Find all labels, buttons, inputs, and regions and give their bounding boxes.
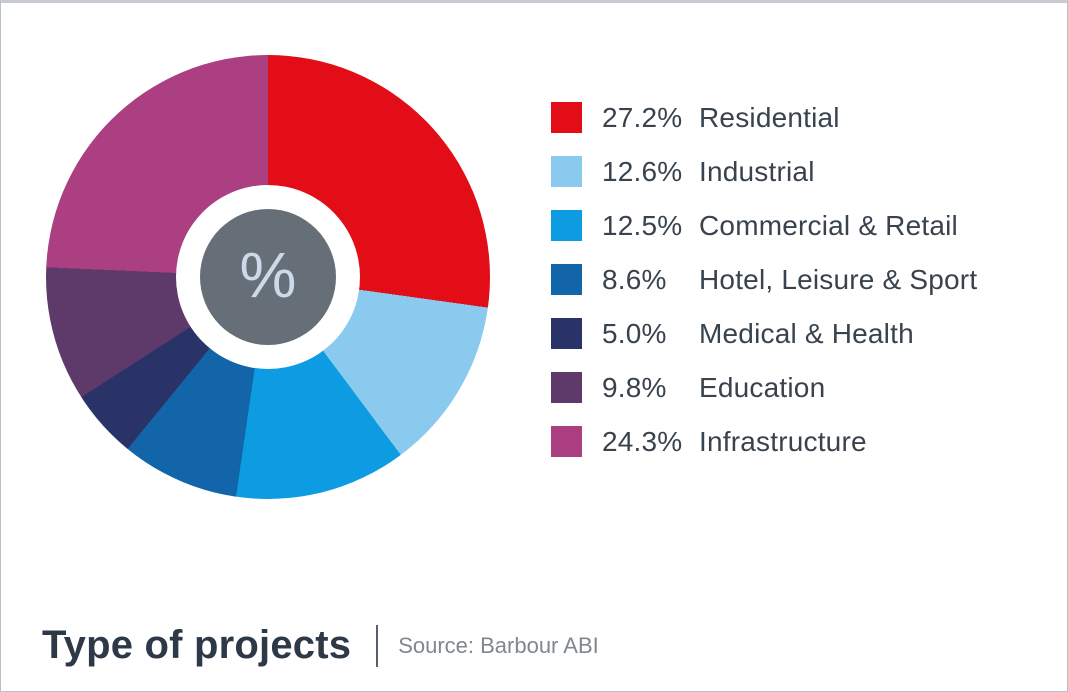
source-text: Source: Barbour ABI — [398, 632, 599, 658]
legend-item: 27.2% Residential — [551, 102, 977, 133]
legend-swatch — [551, 156, 582, 187]
legend-percent: 9.8% — [602, 371, 667, 403]
legend-percent: 12.6% — [602, 155, 683, 187]
legend-label: Industrial — [699, 155, 815, 187]
legend-label: Commercial & Retail — [699, 209, 958, 241]
legend-swatch — [551, 264, 582, 295]
donut-chart: % — [46, 55, 490, 499]
legend-percent: 12.5% — [602, 209, 683, 241]
legend-percent: 5.0% — [602, 317, 667, 349]
legend-item: 8.6% Hotel, Leisure & Sport — [551, 264, 977, 295]
legend-swatch — [551, 372, 582, 403]
legend-item: 9.8% Education — [551, 372, 977, 403]
legend-label: Hotel, Leisure & Sport — [699, 263, 978, 295]
legend-swatch — [551, 102, 582, 133]
footer: Type of projects Source: Barbour ABI — [42, 623, 599, 668]
donut-center-badge: % — [200, 209, 336, 345]
legend: 27.2% Residential 12.6% Industrial 12.5% Comm… — [551, 102, 977, 480]
legend-percent: 8.6% — [602, 263, 667, 295]
percent-symbol: % — [239, 239, 297, 311]
legend-swatch — [551, 210, 582, 241]
title-source-divider — [376, 624, 379, 667]
legend-label: Infrastructure — [699, 425, 867, 457]
legend-swatch — [551, 426, 582, 457]
legend-item: 24.3% Infrastructure — [551, 426, 977, 457]
legend-swatch — [551, 318, 582, 349]
legend-label: Education — [699, 371, 826, 403]
legend-item: 12.5% Commercial & Retail — [551, 210, 977, 241]
chart-title: Type of projects — [42, 623, 352, 667]
legend-label: Residential — [699, 101, 840, 133]
legend-percent: 24.3% — [602, 425, 683, 457]
legend-item: 5.0% Medical & Health — [551, 318, 977, 349]
legend-item: 12.6% Industrial — [551, 156, 977, 187]
legend-percent: 27.2% — [602, 101, 683, 133]
donut-hole: % — [176, 185, 360, 369]
legend-label: Medical & Health — [699, 317, 914, 349]
